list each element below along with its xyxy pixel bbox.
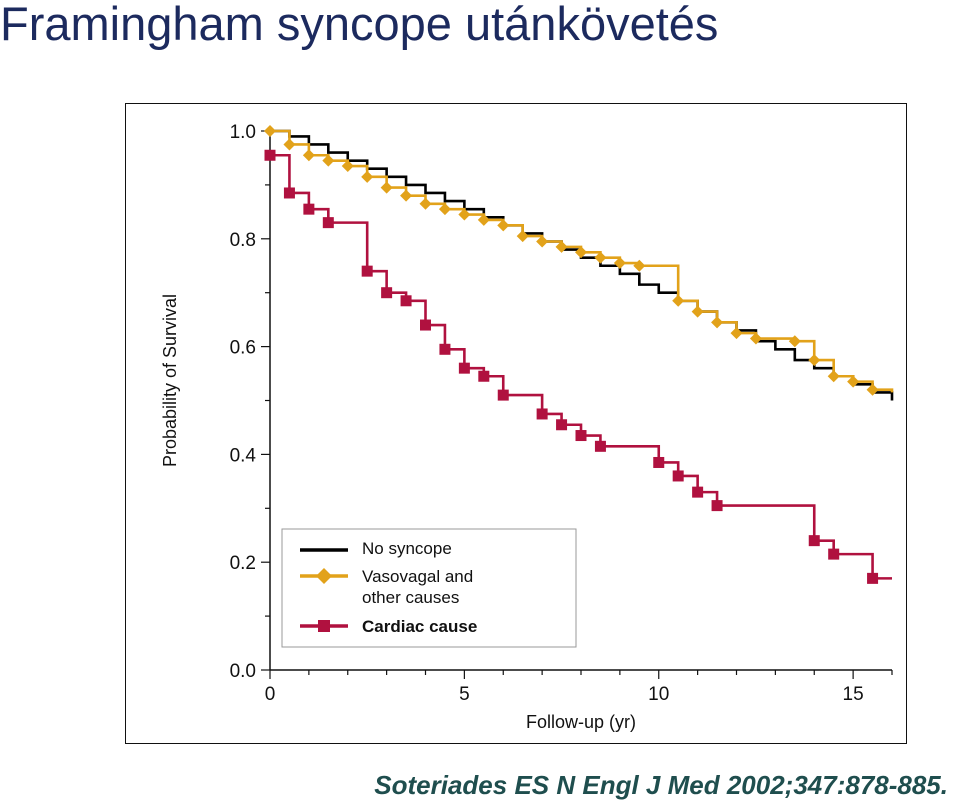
- y-tick-label: 1.0: [230, 122, 256, 143]
- data-point-vasovagal: [264, 125, 276, 137]
- data-point-vasovagal: [361, 170, 374, 183]
- data-point-cardiac: [672, 470, 684, 482]
- data-point-vasovagal: [575, 246, 587, 259]
- data-point-cardiac: [420, 319, 431, 331]
- data-point-cardiac: [594, 440, 606, 452]
- data-point-vasovagal: [788, 335, 801, 348]
- data-point-cardiac: [381, 287, 393, 299]
- x-tick-label: 5: [459, 684, 470, 705]
- y-axis-label: Probability of Survival: [160, 294, 180, 467]
- data-point-vasovagal: [613, 257, 626, 270]
- legend-diamond-icon: [316, 568, 332, 584]
- data-point-cardiac: [458, 362, 470, 374]
- data-point-cardiac: [478, 370, 490, 382]
- data-point-cardiac: [283, 187, 295, 199]
- legend-label-vasovagal-line1: Vasovagal and: [362, 567, 473, 586]
- legend: No syncope Vasovagal and other causes Ca…: [281, 528, 577, 648]
- data-point-cardiac: [867, 572, 879, 584]
- data-point-vasovagal: [672, 294, 685, 307]
- x-axis-label: Follow-up (yr): [526, 712, 636, 732]
- data-point-vasovagal: [555, 240, 568, 253]
- y-tick-label: 0.4: [230, 445, 257, 466]
- data-point-vasovagal: [458, 208, 471, 221]
- x-tick-label: 15: [843, 684, 864, 705]
- data-point-cardiac: [303, 203, 315, 215]
- chart-frame: 0 5 10 15 0.0 0.2 0.4 0.6 0.8 1.0 Follow-up (yr) Pr…: [125, 103, 907, 744]
- data-point-vasovagal: [302, 149, 315, 162]
- y-tick-label: 0.8: [230, 230, 256, 251]
- data-point-cardiac: [828, 548, 840, 560]
- data-point-vasovagal: [691, 305, 704, 318]
- data-point-vasovagal: [711, 316, 724, 329]
- axes: 0 5 10 15 0.0 0.2 0.4 0.6 0.8 1.0 Follow-up (yr) Pr…: [160, 122, 893, 732]
- y-tick-label: 0.0: [230, 661, 256, 682]
- data-point-vasovagal: [322, 154, 335, 167]
- data-point-cardiac: [653, 456, 665, 468]
- data-point-cardiac: [692, 486, 704, 498]
- data-point-cardiac: [361, 265, 373, 277]
- data-point-cardiac: [497, 389, 509, 401]
- y-tick-label: 0.6: [230, 338, 256, 359]
- data-point-vasovagal: [419, 197, 432, 210]
- data-point-vasovagal: [497, 219, 510, 232]
- data-point-vasovagal: [730, 327, 743, 340]
- data-point-vasovagal: [341, 160, 354, 173]
- x-tick-label: 0: [265, 684, 276, 705]
- survival-chart: 0 5 10 15 0.0 0.2 0.4 0.6 0.8 1.0 Follow-up (yr) Pr…: [160, 122, 894, 732]
- data-point-cardiac: [575, 430, 587, 442]
- legend-label-vasovagal-line2: other causes: [362, 588, 459, 607]
- data-point-vasovagal: [400, 189, 413, 202]
- data-point-vasovagal: [827, 370, 840, 383]
- data-point-vasovagal: [749, 332, 762, 345]
- data-point-vasovagal: [808, 354, 821, 367]
- data-point-vasovagal: [438, 203, 451, 216]
- citation: Soteriades ES N Engl J Med 2002;347:878-…: [374, 770, 948, 800]
- data-point-cardiac: [264, 149, 276, 161]
- data-point-cardiac: [536, 408, 548, 420]
- data-point-cardiac: [808, 535, 820, 547]
- series-line-2: [270, 153, 892, 580]
- data-point-cardiac: [711, 500, 723, 512]
- x-tick-label: 10: [648, 684, 669, 705]
- data-point-cardiac: [400, 295, 412, 307]
- data-point-vasovagal: [847, 375, 860, 388]
- data-point-vasovagal: [477, 213, 490, 226]
- data-point-vasovagal: [516, 230, 529, 243]
- legend-label-no-syncope: No syncope: [362, 539, 452, 558]
- legend-square-icon: [318, 620, 330, 632]
- legend-label-cardiac: Cardiac cause: [362, 617, 477, 636]
- data-point-vasovagal: [380, 181, 393, 194]
- data-point-vasovagal: [866, 383, 879, 396]
- data-point-vasovagal: [594, 251, 607, 264]
- data-point-cardiac: [322, 217, 334, 229]
- y-tick-label: 0.2: [230, 553, 256, 574]
- data-point-vasovagal: [536, 235, 549, 248]
- series-group: [264, 125, 894, 584]
- data-point-vasovagal: [633, 259, 646, 272]
- series-line-1: [270, 129, 894, 393]
- slide-title: Framingham syncope utánkövetés: [0, 0, 719, 50]
- data-point-cardiac: [556, 419, 568, 431]
- data-point-vasovagal: [283, 138, 296, 151]
- data-point-cardiac: [439, 343, 451, 355]
